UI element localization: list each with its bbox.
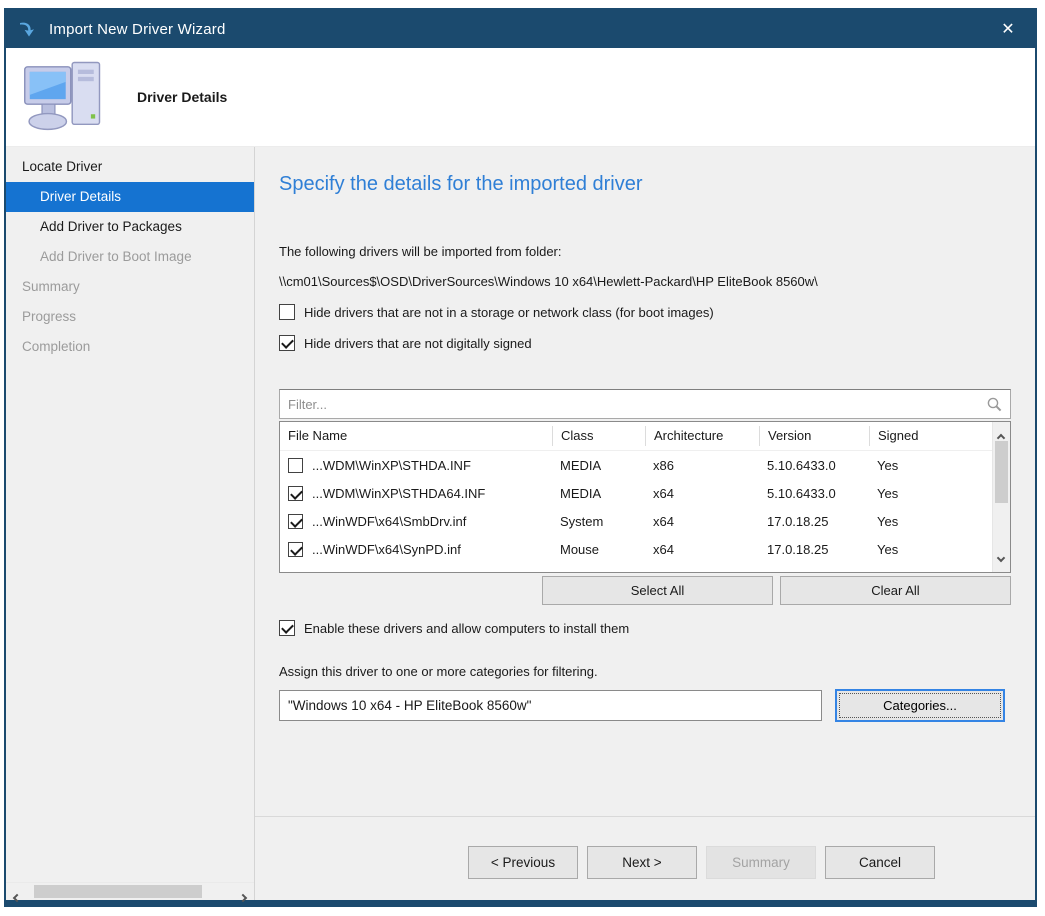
hide-unsigned-checkbox[interactable] <box>279 335 295 351</box>
column-header-version[interactable]: Version <box>759 426 869 446</box>
cell-signed: Yes <box>877 541 899 557</box>
sidebar-item-driver-details[interactable]: Driver Details <box>6 182 254 212</box>
sidebar-item-locate-driver[interactable]: Locate Driver <box>22 159 103 174</box>
hide-unsigned-label: Hide drivers that are not digitally sign… <box>304 335 532 351</box>
table-header-row: File Name Class Architecture Version Sig… <box>280 422 992 451</box>
column-header-signed[interactable]: Signed <box>869 426 992 446</box>
table-row[interactable]: ...WinWDF\x64\SynPD.inf Mouse x64 17.0.1… <box>280 535 992 563</box>
main-area: Locate Driver Driver Details Add Driver … <box>6 147 1035 903</box>
summary-button: Summary <box>706 846 816 879</box>
cell-signed: Yes <box>877 513 899 529</box>
row-checkbox[interactable] <box>288 541 303 557</box>
sidebar-horizontal-scrollbar[interactable] <box>6 882 254 903</box>
filter-box <box>279 389 1011 419</box>
sidebar-item-add-driver-to-boot-image: Add Driver to Boot Image <box>40 249 192 264</box>
table-row[interactable]: ...WinWDF\x64\SmbDrv.inf System x64 17.0… <box>280 507 992 535</box>
cell-class: System <box>560 513 604 529</box>
cell-file-name: ...WDM\WinXP\STHDA64.INF <box>312 485 486 501</box>
enable-drivers-checkbox[interactable] <box>279 620 295 636</box>
cancel-button[interactable]: Cancel <box>825 846 935 879</box>
search-icon <box>987 397 1002 412</box>
column-header-class[interactable]: Class <box>552 426 645 446</box>
category-input[interactable] <box>279 690 822 721</box>
category-row: Categories... <box>279 689 1011 722</box>
window-title: Import New Driver Wizard <box>49 20 226 38</box>
scrollbar-thumb[interactable] <box>34 885 202 898</box>
cell-class: MEDIA <box>560 485 602 501</box>
wizard-steps: Locate Driver Driver Details Add Driver … <box>6 147 254 882</box>
content-heading: Specify the details for the imported dri… <box>279 173 643 195</box>
hide-storage-checkbox[interactable] <box>279 304 295 320</box>
filter-input[interactable] <box>280 390 1010 418</box>
enable-drivers-label: Enable these drivers and allow computers… <box>304 620 630 636</box>
cell-version: 5.10.6433.0 <box>767 457 836 473</box>
sidebar-item-add-driver-to-packages[interactable]: Add Driver to Packages <box>40 219 182 234</box>
computer-icon <box>24 61 101 131</box>
cell-class: Mouse <box>560 541 600 557</box>
table-vertical-scrollbar[interactable] <box>992 422 1010 572</box>
row-checkbox[interactable] <box>288 513 303 529</box>
driver-table: File Name Class Architecture Version Sig… <box>279 421 1011 573</box>
hide-storage-checkbox-row: Hide drivers that are not in a storage o… <box>279 304 1011 320</box>
hide-unsigned-checkbox-row: Hide drivers that are not digitally sign… <box>279 335 1011 351</box>
content-panel: Specify the details for the imported dri… <box>255 147 1035 900</box>
wizard-header: Driver Details <box>6 48 1035 147</box>
cell-class: MEDIA <box>560 457 602 473</box>
table-row[interactable]: ...WDM\WinXP\STHDA64.INF MEDIA x64 5.10.… <box>280 479 992 507</box>
cell-signed: Yes <box>877 485 899 501</box>
row-checkbox[interactable] <box>288 457 303 473</box>
cell-version: 17.0.18.25 <box>767 513 829 529</box>
sidebar-item-summary: Summary <box>22 279 80 294</box>
table-row[interactable]: ...WDM\WinXP\STHDA.INF MEDIA x86 5.10.64… <box>280 451 992 479</box>
cell-architecture: x64 <box>653 513 674 529</box>
sidebar: Locate Driver Driver Details Add Driver … <box>6 147 255 903</box>
chevron-down-icon[interactable] <box>996 548 1006 566</box>
categories-button[interactable]: Categories... <box>835 689 1005 722</box>
spacer <box>279 722 1011 816</box>
row-checkbox[interactable] <box>288 485 303 501</box>
enable-drivers-checkbox-row: Enable these drivers and allow computers… <box>279 620 1011 636</box>
cell-version: 5.10.6433.0 <box>767 485 836 501</box>
wizard-buttons: < Previous Next > Summary Cancel <box>279 846 1011 900</box>
chevron-left-icon[interactable] <box>12 888 22 906</box>
cell-architecture: x64 <box>653 541 674 557</box>
select-all-button[interactable]: Select All <box>542 576 773 605</box>
cell-file-name: ...WinWDF\x64\SmbDrv.inf <box>312 513 467 529</box>
cell-version: 17.0.18.25 <box>767 541 829 557</box>
previous-button[interactable]: < Previous <box>468 846 578 879</box>
cell-architecture: x86 <box>653 457 674 473</box>
cell-file-name: ...WDM\WinXP\STHDA.INF <box>312 457 471 473</box>
column-header-file-name[interactable]: File Name <box>288 428 348 443</box>
clear-all-button[interactable]: Clear All <box>780 576 1011 605</box>
chevron-right-icon[interactable] <box>238 888 248 906</box>
column-header-architecture[interactable]: Architecture <box>645 426 759 446</box>
hide-storage-label: Hide drivers that are not in a storage o… <box>304 304 714 320</box>
cell-architecture: x64 <box>653 485 674 501</box>
wizard-arrow-icon <box>20 22 34 37</box>
assign-categories-label: Assign this driver to one or more catego… <box>279 664 598 679</box>
sidebar-item-completion: Completion <box>22 339 91 354</box>
folder-path: \\cm01\Sources$\OSD\DriverSources\Window… <box>279 274 818 289</box>
footer-separator <box>255 816 1035 817</box>
title-bar: Import New Driver Wizard ✕ <box>6 10 1035 48</box>
cell-file-name: ...WinWDF\x64\SynPD.inf <box>312 541 461 557</box>
folder-label: The following drivers will be imported f… <box>279 244 562 259</box>
page-title: Driver Details <box>137 89 228 105</box>
scrollbar-thumb[interactable] <box>995 441 1008 503</box>
cell-signed: Yes <box>877 457 899 473</box>
close-icon[interactable]: ✕ <box>1001 21 1015 38</box>
sidebar-item-progress: Progress <box>22 309 77 324</box>
table-actions: Select All Clear All <box>542 576 1011 605</box>
wizard-window: Import New Driver Wizard ✕ Driver Detail… <box>4 8 1037 907</box>
next-button[interactable]: Next > <box>587 846 697 879</box>
